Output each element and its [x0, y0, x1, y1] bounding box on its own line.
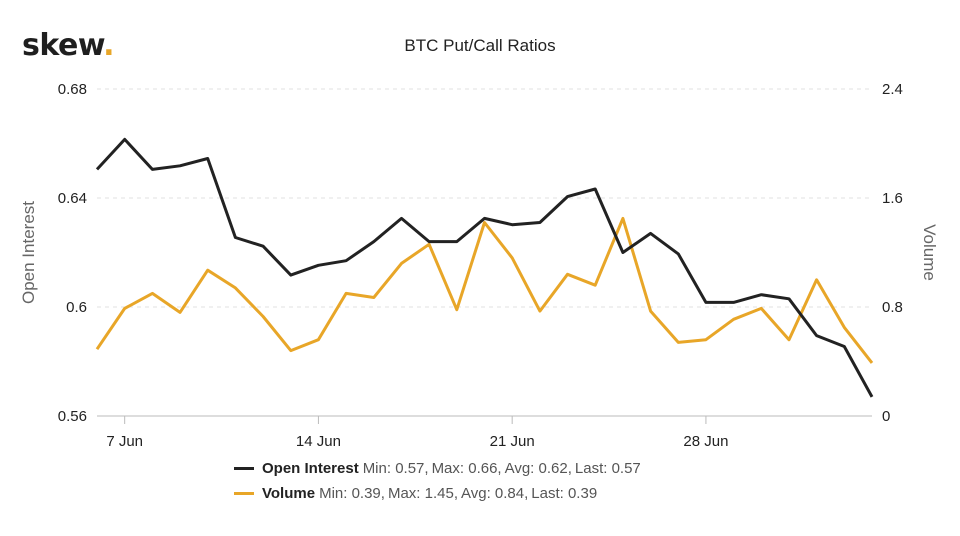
y-axis-title-left: Open Interest [19, 201, 38, 304]
y-tick-label-right: 1.6 [882, 190, 903, 207]
y-axis-title-right: Volume [920, 224, 939, 281]
legend-stat-min: Min: 0.57, [362, 460, 429, 477]
legend-stat-max: Max: 1.45, [387, 485, 458, 502]
legend-item-volume[interactable]: Volume Min: 0.39, Max: 1.45, Avg: 0.84, … [234, 485, 600, 502]
legend-swatch-volume [234, 492, 254, 495]
y-tick-label-left: 0.68 [58, 81, 87, 98]
y-tick-label-left: 0.6 [66, 299, 87, 316]
legend-stat-max: Max: 0.66, [431, 460, 502, 477]
y-tick-label-right: 0.8 [882, 299, 903, 316]
x-tick-label: 7 Jun [106, 433, 143, 450]
x-tick-label: 14 Jun [296, 433, 341, 450]
legend-stat-min: Min: 0.39, [319, 485, 385, 502]
y-tick-label-left: 0.56 [58, 408, 87, 425]
legend-stat-last: Last: 0.57 [574, 460, 641, 477]
legend-item-open-interest[interactable]: Open Interest Min: 0.57, Max: 0.66, Avg:… [234, 460, 644, 477]
legend-label-open-interest: Open Interest [262, 460, 359, 477]
y-tick-label-right: 2.4 [882, 81, 903, 98]
series-line-open-interest [95, 137, 874, 398]
legend-stat-avg: Avg: 0.62, [504, 460, 572, 477]
chart-title: BTC Put/Call Ratios [404, 36, 556, 55]
y-tick-label-left: 0.64 [58, 190, 87, 207]
legend-label-volume: Volume [262, 485, 316, 502]
x-tick-label: 21 Jun [490, 433, 535, 450]
x-tick-label: 28 Jun [683, 433, 728, 450]
brand-logo: skew. [22, 28, 115, 63]
legend-stat-avg: Avg: 0.84, [461, 485, 529, 502]
legend-stat-last: Last: 0.39 [531, 485, 598, 502]
series-line-volume [95, 216, 874, 364]
y-tick-label-right: 0 [882, 408, 890, 425]
legend-swatch-open-interest [234, 467, 254, 470]
